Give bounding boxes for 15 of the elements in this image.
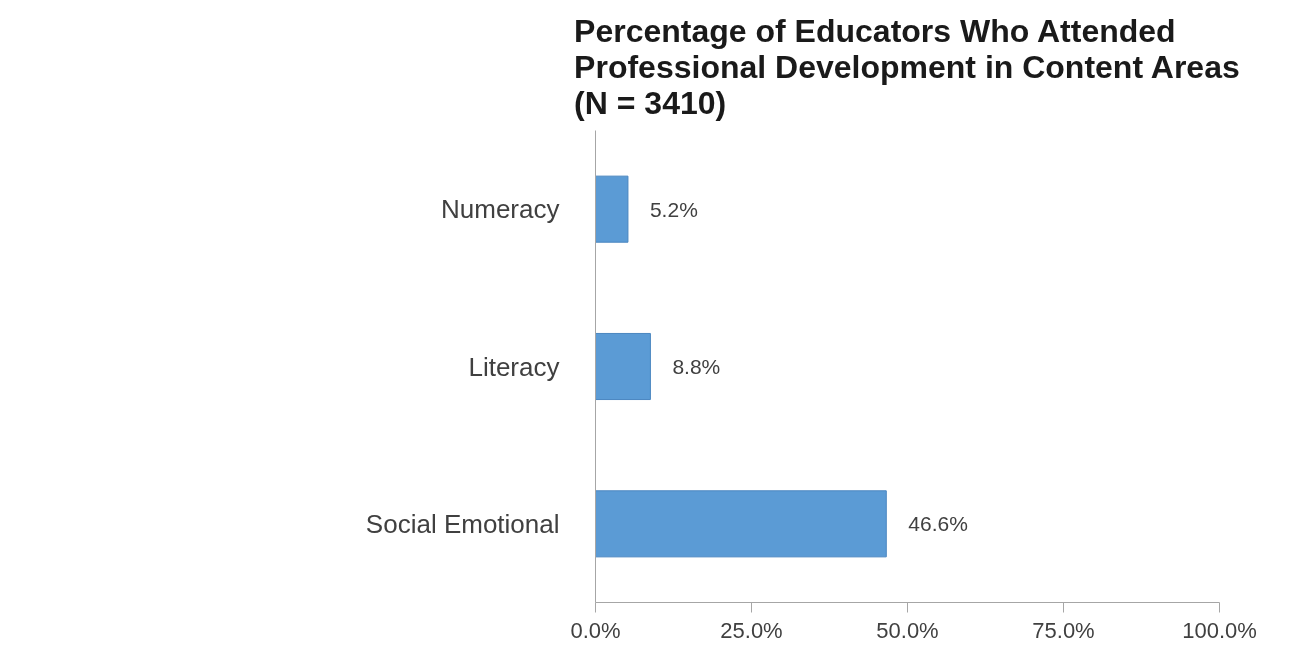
bar: [595, 175, 629, 243]
bar: [595, 490, 887, 558]
chart-title: Percentage of Educators Who Attended Professional Development in Content Areas (N = 3410): [574, 12, 1240, 121]
data-label: 5.2%: [649, 197, 698, 221]
x-tick-label: 0.0%: [570, 617, 621, 643]
data-label: 8.8%: [672, 355, 721, 378]
y-tick-label: Numeracy: [441, 194, 560, 225]
x-tick-label: 75.0%: [1032, 617, 1095, 643]
data-label: 46.6%: [908, 512, 968, 536]
bar: [595, 332, 651, 401]
y-tick-label: Social Emotional: [365, 508, 560, 539]
x-tick-label: 50.0%: [876, 617, 939, 643]
x-tick-label: 100.0%: [1182, 617, 1257, 643]
x-tick-label: 25.0%: [720, 617, 783, 643]
y-tick-label: Literacy: [468, 351, 560, 382]
